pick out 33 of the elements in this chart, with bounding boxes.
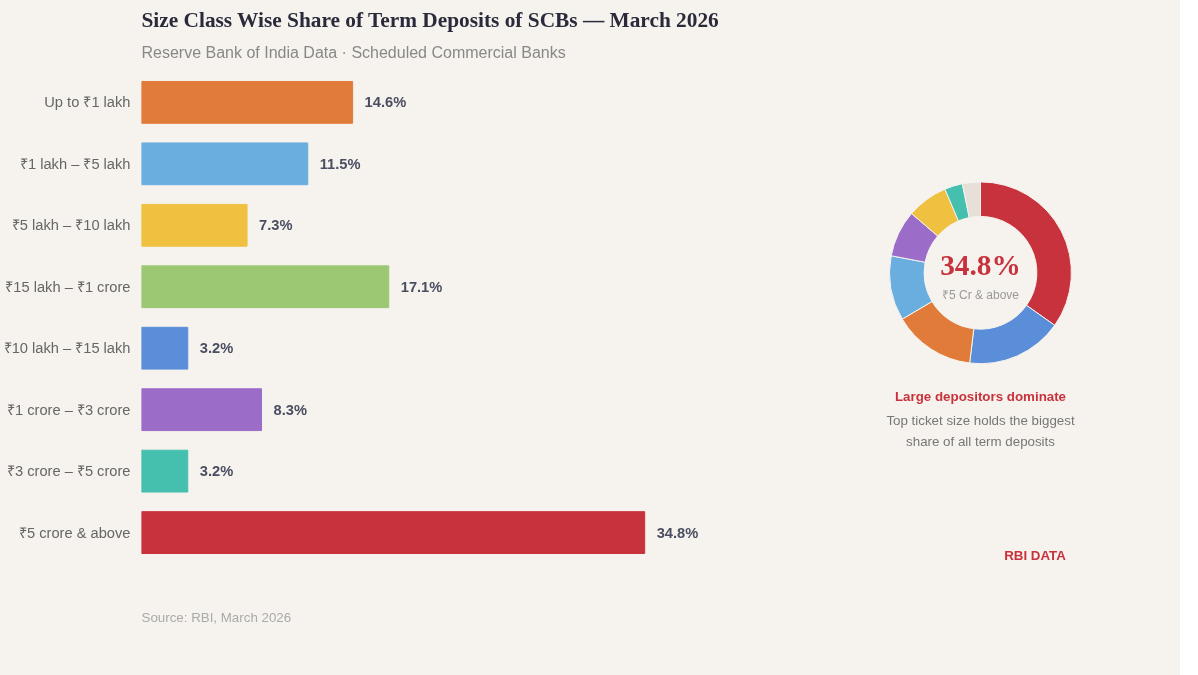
data-label: 3.2% bbox=[199, 340, 234, 357]
chart-subtitle: Reserve Bank of India Data · Scheduled Commercial Banks bbox=[141, 43, 566, 61]
chart-title: Size Class Wise Share of Term Deposits of SCBs — March 2026 bbox=[141, 7, 720, 32]
source-note: Source: RBI, March 2026 bbox=[141, 609, 292, 625]
y-tick-label: ₹5 lakh – ₹10 lakh bbox=[11, 217, 131, 234]
y-tick-label: ₹15 lakh – ₹1 crore bbox=[5, 278, 131, 295]
text: share of all term deposits bbox=[906, 434, 1056, 450]
data-label: 17.1% bbox=[400, 278, 443, 295]
y-tick-label: ₹1 lakh – ₹5 lakh bbox=[19, 155, 131, 172]
bar bbox=[141, 203, 248, 247]
y-tick-label: Up to ₹1 lakh bbox=[44, 94, 131, 111]
text: RBI DATA bbox=[1004, 548, 1067, 564]
text: Top ticket size holds the biggest bbox=[886, 412, 1075, 428]
y-tick-label: ₹5 crore & above bbox=[19, 524, 131, 541]
y-tick-label: ₹3 crore – ₹5 crore bbox=[6, 463, 131, 480]
bar bbox=[141, 449, 189, 493]
y-tick-label: ₹1 crore – ₹3 crore bbox=[6, 401, 131, 418]
data-label: 7.3% bbox=[259, 217, 293, 234]
data-label: 8.3% bbox=[273, 401, 307, 418]
y-tick-label: ₹10 lakh – ₹15 lakh bbox=[3, 340, 131, 357]
bar bbox=[141, 511, 646, 554]
text: ₹5 Cr & above bbox=[941, 288, 1020, 303]
text: 34.8% bbox=[940, 248, 1021, 281]
bar bbox=[141, 142, 309, 186]
data-label: 3.2% bbox=[199, 463, 234, 480]
data-label: 14.6% bbox=[364, 94, 407, 111]
data-label: 11.5% bbox=[319, 155, 361, 172]
bar bbox=[141, 80, 354, 124]
data-label: 34.8% bbox=[656, 524, 699, 541]
text: Large depositors dominate bbox=[894, 388, 1067, 404]
bar bbox=[141, 265, 390, 309]
bar bbox=[141, 326, 189, 370]
bar bbox=[141, 388, 263, 432]
